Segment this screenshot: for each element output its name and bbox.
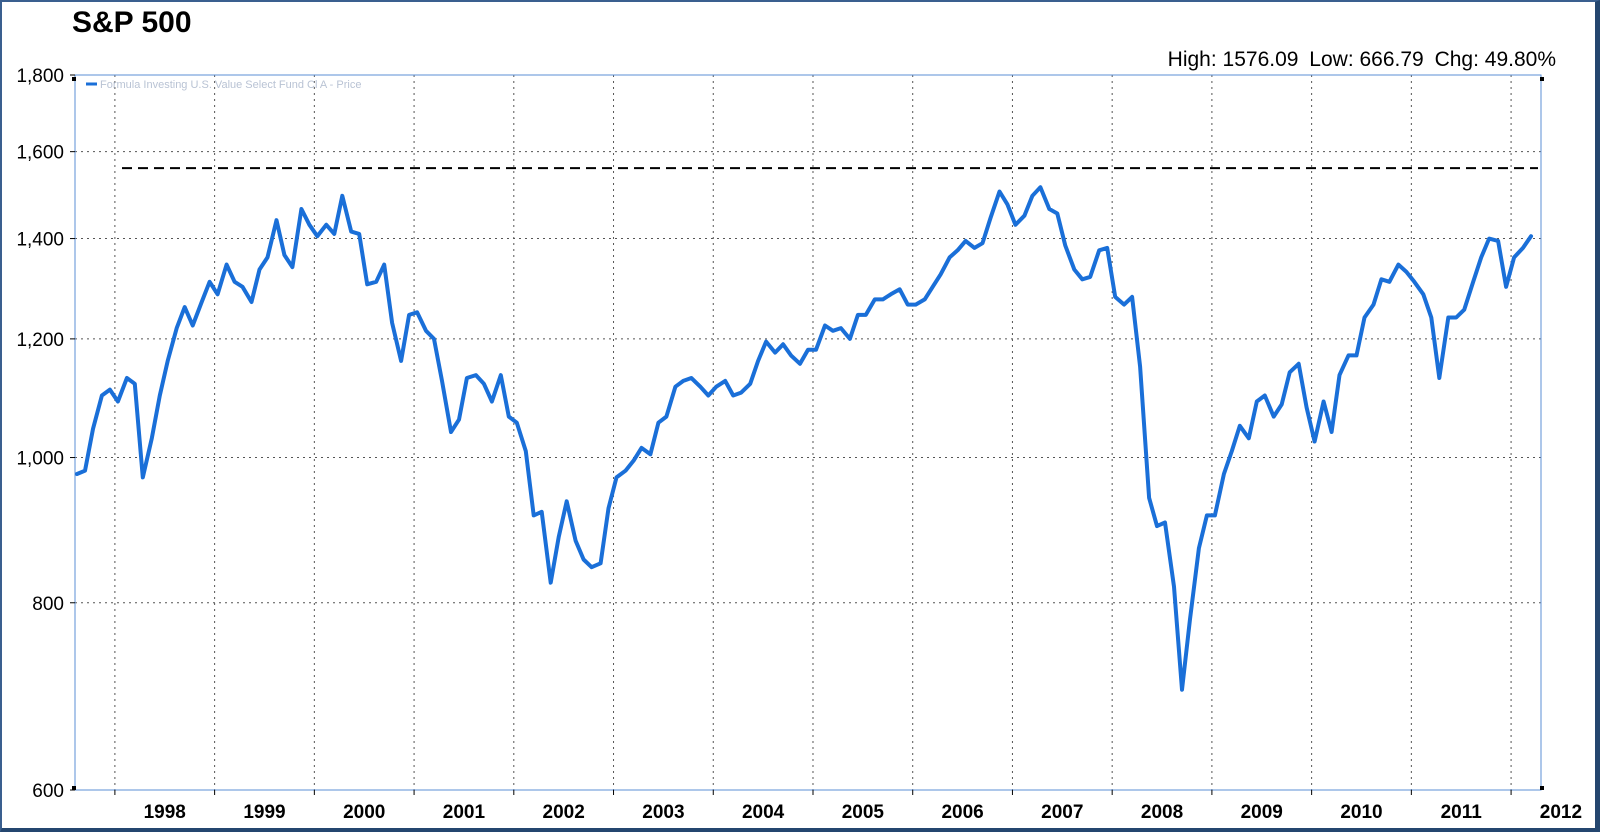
x-tick-label: 2006 <box>941 802 983 823</box>
x-tick-label: 2008 <box>1141 802 1183 823</box>
y-axis: 600 800 1,000 1,200 1,400 1,600 1,800 <box>16 66 75 802</box>
y-tick-label: 1,400 <box>16 230 64 251</box>
grid-lines <box>75 75 1541 790</box>
plot-area-border <box>74 74 1542 791</box>
x-tick-label: 2002 <box>543 802 585 823</box>
corner-marker <box>1540 77 1544 81</box>
x-tick-label: 1998 <box>144 802 186 823</box>
corner-marker <box>1540 786 1544 790</box>
price-stats: High: 1576.09 Low: 666.79 Chg: 49.80% <box>1168 48 1556 72</box>
x-tick-label: 2007 <box>1041 802 1083 823</box>
y-tick-label: 1,800 <box>16 66 64 87</box>
legend: Formula Investing U.S. Value Select Fund… <box>86 79 361 91</box>
series-line <box>75 185 1533 692</box>
chart-title: S&P 500 <box>72 6 192 39</box>
x-tick-label: 2004 <box>742 802 785 823</box>
x-tick-label: 2005 <box>842 802 885 823</box>
y-tick-label: 1,600 <box>16 143 64 164</box>
x-tick-label: 2001 <box>443 802 486 823</box>
stat-low: Low: 666.79 <box>1309 48 1424 71</box>
x-tick-label: 2011 <box>1441 802 1483 823</box>
x-tick-label: 2010 <box>1340 802 1382 823</box>
y-tick-label: 1,000 <box>16 449 64 470</box>
series-group <box>75 185 1533 692</box>
x-tick-label: 2003 <box>642 802 684 823</box>
y-tick-label: 800 <box>32 594 64 615</box>
y-tick-label: 1,200 <box>16 330 64 351</box>
y-tick-label: 600 <box>32 781 64 802</box>
corner-marker <box>72 786 76 790</box>
x-tick-label: 2009 <box>1241 802 1283 823</box>
legend-label: Formula Investing U.S. Value Select Fund… <box>100 79 361 91</box>
stat-high: High: 1576.09 <box>1167 48 1299 71</box>
x-tick-label: 2012 <box>1540 802 1582 823</box>
stat-change: Chg: 49.80% <box>1434 48 1556 71</box>
corner-marker <box>72 77 76 81</box>
x-tick-label: 2000 <box>343 802 385 823</box>
corner-markers <box>72 77 1544 790</box>
x-axis: 1998 1999 2000 2001 2002 2003 2004 2005 2006 2007… <box>114 790 1582 823</box>
x-tick-label: 1999 <box>243 802 285 823</box>
